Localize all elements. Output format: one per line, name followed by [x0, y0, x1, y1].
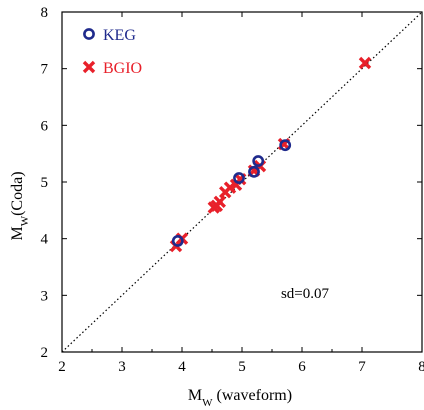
y-tick-label: 5	[41, 175, 49, 191]
legend-marker-keg	[83, 28, 95, 40]
sd-annotation: sd=0.07	[281, 286, 330, 302]
data-point-bgio-stroke-b	[358, 56, 372, 70]
one-to-one-line	[61, 11, 423, 353]
legend-marker-bgio-stroke-b	[82, 60, 96, 74]
legend-label-bgio: BGIO	[103, 60, 142, 77]
x-tick-label: 7	[358, 359, 366, 375]
series-bgio	[169, 56, 372, 253]
x-axis-label: MW (waveform)	[188, 387, 292, 409]
y-tick-label: 7	[41, 62, 49, 78]
y-axis-label: MW(Coda)	[9, 171, 31, 240]
data-point-bgio-stroke-b	[223, 181, 237, 194]
x-tick-label: 2	[58, 359, 66, 375]
x-tick-label: 3	[118, 359, 126, 375]
y-tick-label: 8	[41, 5, 49, 21]
data-point-keg	[252, 155, 265, 167]
y-tick-label: 6	[41, 118, 49, 134]
x-tick-label: 8	[418, 359, 424, 375]
legend-marker-bgio	[82, 60, 96, 74]
data-point-keg	[248, 165, 260, 178]
data-point-keg	[233, 172, 245, 184]
data-point-bgio	[213, 195, 227, 209]
data-point-bgio-stroke-b	[213, 195, 227, 209]
y-tick-label: 3	[41, 288, 49, 304]
legend: KEG BGIO	[82, 27, 142, 77]
data-point-bgio	[358, 56, 372, 70]
data-point-keg	[279, 139, 292, 152]
data-point-keg	[171, 235, 184, 247]
series-keg	[171, 139, 292, 247]
tick-layer: 2 3 4 5 6 7 8 2 3 4 5 6 7 8	[41, 5, 424, 375]
x-tick-label: 6	[298, 359, 306, 375]
y-tick-label: 4	[41, 232, 49, 248]
x-tick-label: 4	[178, 359, 186, 375]
x-tick-label: 5	[238, 359, 246, 375]
y-tick-label: 2	[41, 345, 49, 361]
legend-label-keg: KEG	[103, 27, 136, 44]
data-marks-layer	[169, 56, 372, 253]
reference-line-layer	[61, 11, 423, 353]
